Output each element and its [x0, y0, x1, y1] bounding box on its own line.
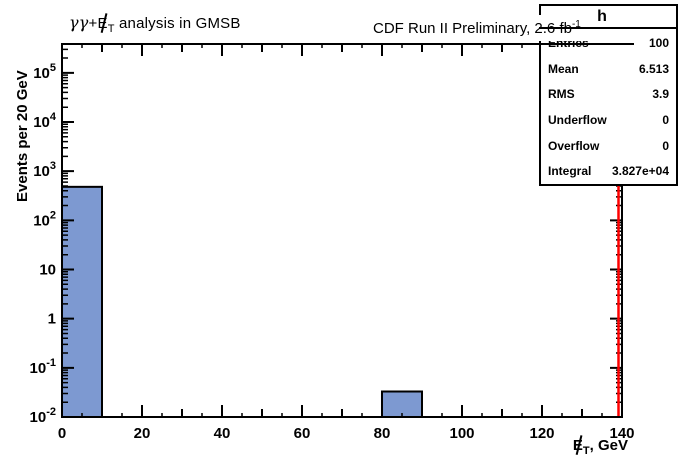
stats-value: 100	[648, 35, 669, 50]
plot-title-text: analysis in GMSB	[114, 15, 241, 32]
stats-value: 3.827e+04	[611, 164, 669, 179]
x-tick-label: 140	[609, 425, 634, 442]
stats-value: 3.9	[652, 87, 669, 102]
stats-label: Overflow	[548, 138, 600, 153]
stats-value: 0	[662, 112, 669, 127]
met-symbol: E	[97, 15, 108, 32]
y-tick-label: 1	[48, 311, 56, 328]
frame-edge-artifact	[539, 43, 634, 45]
stats-label: Mean	[548, 61, 579, 76]
x-tick-label: 60	[294, 425, 311, 442]
plot-title: γγ+ET analysis in GMSB	[69, 13, 241, 35]
stats-row-integral: Integral 3.827e+04	[541, 158, 676, 184]
stats-box-title: h	[588, 7, 616, 26]
met-subscript: T	[107, 23, 115, 35]
y-tick-label: 102	[33, 209, 56, 229]
cdf-label-text: CDF Run II Preliminary, 2.6 fb	[373, 20, 572, 37]
axis-major-ticks	[61, 44, 623, 418]
x-tick-label: 100	[449, 425, 474, 442]
y-axis-title: Events per 20 GeV	[14, 70, 31, 202]
stats-row-mean: Mean 6.513	[541, 56, 676, 82]
x-axis-title: ET, GeV	[460, 437, 628, 457]
stats-row-rms: RMS 3.9	[541, 81, 676, 107]
stats-value: 6.513	[638, 61, 669, 76]
stats-row-overflow: Overflow 0	[541, 133, 676, 159]
stats-label: RMS	[548, 87, 575, 102]
stats-box-separator	[539, 27, 678, 29]
cdf-label-exponent: -1	[571, 19, 581, 30]
gamma-gamma-symbol: γγ	[69, 13, 89, 32]
x-tick-label: 80	[374, 425, 391, 442]
plot-frame	[61, 43, 623, 418]
y-tick-label: 10	[39, 262, 56, 279]
met-subscript: T	[582, 445, 590, 457]
axis-minor-ticks	[62, 44, 622, 417]
x-tick-label: 20	[134, 425, 151, 442]
stats-label: Integral	[548, 164, 592, 179]
plus-sign: +	[88, 15, 98, 32]
met-symbol: E	[572, 437, 583, 454]
x-tick-label: 0	[58, 425, 66, 442]
x-tick-label: 40	[214, 425, 231, 442]
stats-value: 0	[662, 138, 669, 153]
x-tick-label: 120	[529, 425, 554, 442]
stats-row-underflow: Underflow 0	[541, 107, 676, 133]
y-tick-label: 10-1	[30, 357, 56, 377]
y-tick-label: 105	[33, 62, 56, 82]
y-tick-label: 104	[33, 111, 57, 131]
stats-label: Underflow	[548, 112, 607, 127]
x-axis-title-text: , GeV	[589, 437, 628, 454]
y-tick-label: 10-2	[30, 406, 56, 426]
y-tick-label: 103	[33, 160, 56, 180]
